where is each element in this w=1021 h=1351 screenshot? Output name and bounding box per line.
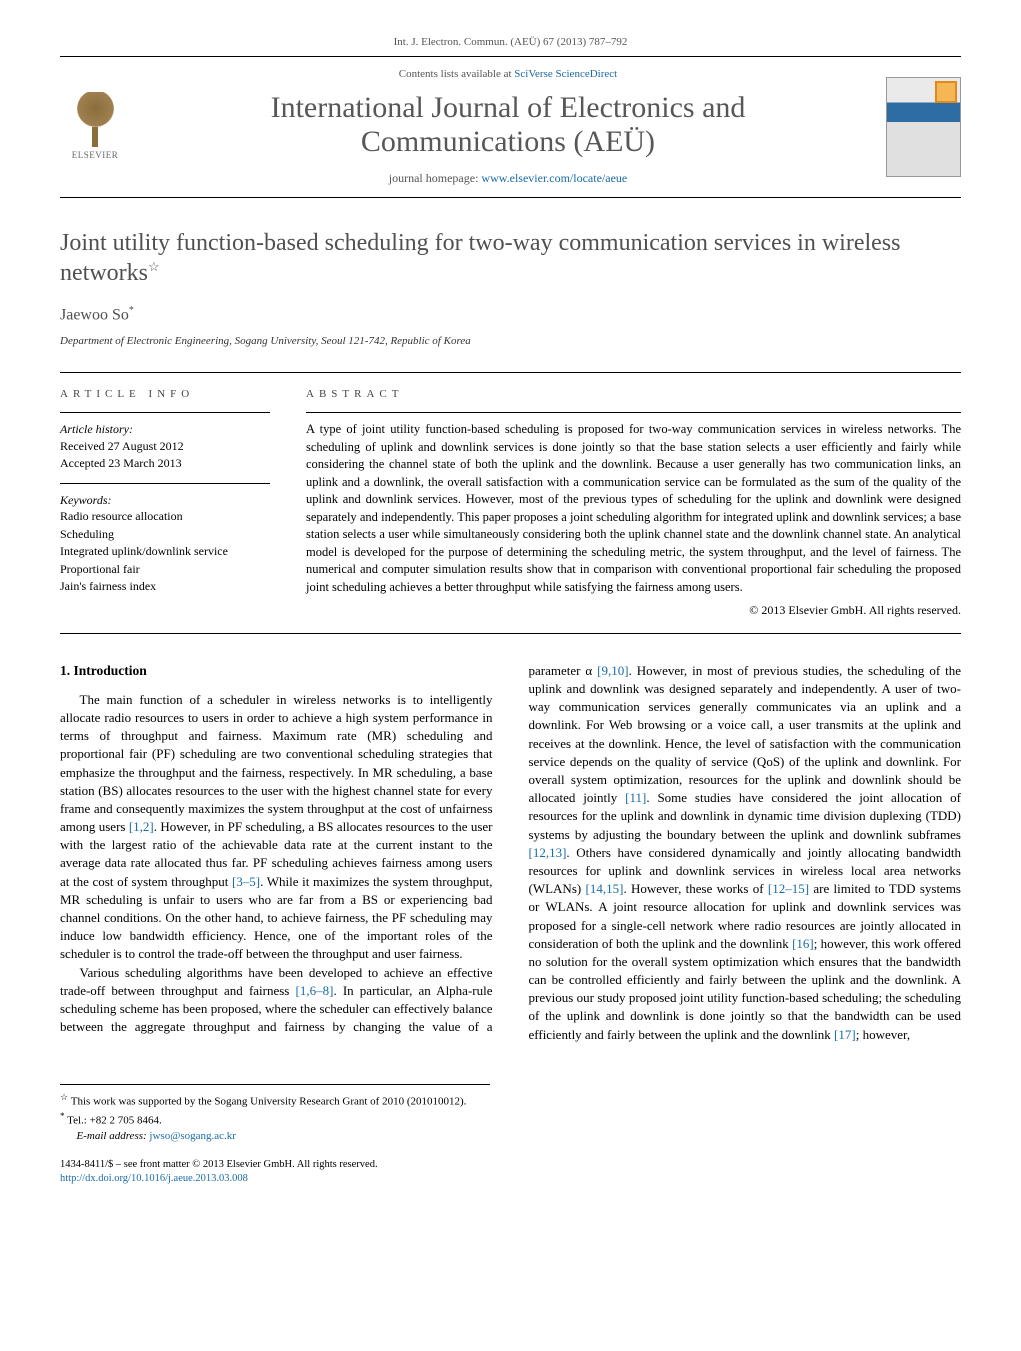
- journal-homepage: journal homepage: www.elsevier.com/locat…: [130, 170, 886, 187]
- journal-title-line2: Communications (AEÜ): [361, 125, 655, 158]
- section-heading-intro: 1. Introduction: [60, 662, 493, 681]
- body-paragraph: The main function of a scheduler in wire…: [60, 691, 493, 964]
- footnote-tel: Tel.: +82 2 705 8464.: [67, 1115, 162, 1127]
- footnote-email: E-mail address: jwso@sogang.ac.kr: [60, 1129, 490, 1144]
- article-info-label: ARTICLE INFO: [60, 387, 270, 402]
- keyword-item: Scheduling: [60, 526, 270, 543]
- section-title: Introduction: [74, 663, 147, 678]
- keyword-item: Jain's fairness index: [60, 578, 270, 595]
- journal-title-line1: International Journal of Electronics and: [271, 91, 746, 124]
- article-title-text: Joint utility function-based scheduling …: [60, 230, 900, 286]
- footnote-email-label: E-mail address:: [77, 1130, 147, 1142]
- doi-link[interactable]: http://dx.doi.org/10.1016/j.aeue.2013.03…: [60, 1173, 248, 1184]
- abstract-label: ABSTRACT: [306, 387, 961, 402]
- section-number: 1.: [60, 663, 70, 678]
- rule-bottom: [60, 633, 961, 634]
- footnote-corr-marker: *: [60, 1111, 65, 1121]
- abstract-rule: [306, 412, 961, 413]
- info-rule-1: [60, 412, 270, 413]
- contents-prefix: Contents lists available at: [399, 68, 514, 80]
- rule-top: [60, 372, 961, 373]
- journal-title: International Journal of Electronics and…: [130, 91, 886, 160]
- article-info-column: ARTICLE INFO Article history: Received 2…: [60, 387, 270, 619]
- article-title: Joint utility function-based scheduling …: [60, 228, 961, 288]
- journal-header-center: Contents lists available at SciVerse Sci…: [130, 67, 886, 186]
- elsevier-logo-text: ELSEVIER: [72, 149, 119, 162]
- footnote-funding-text: This work was supported by the Sogang Un…: [71, 1095, 467, 1107]
- history-accepted: Accepted 23 March 2013: [60, 455, 270, 472]
- journal-header: ELSEVIER Contents lists available at Sci…: [60, 56, 961, 197]
- author-affiliation: Department of Electronic Engineering, So…: [60, 334, 961, 349]
- page-footer: 1434-8411/$ – see front matter © 2013 El…: [60, 1158, 961, 1186]
- keywords-label: Keywords:: [60, 492, 270, 509]
- article-author: Jaewoo So*: [60, 304, 961, 327]
- history-received: Received 27 August 2012: [60, 438, 270, 455]
- abstract-column: ABSTRACT A type of joint utility functio…: [306, 387, 961, 619]
- article-history-label: Article history:: [60, 421, 270, 438]
- title-footnote-marker: ☆: [148, 259, 160, 274]
- footnote-email-link[interactable]: jwso@sogang.ac.kr: [149, 1130, 236, 1142]
- keyword-item: Integrated uplink/downlink service: [60, 543, 270, 560]
- issn-line: 1434-8411/$ – see front matter © 2013 El…: [60, 1158, 961, 1172]
- header-citation: Int. J. Electron. Commun. (AEÜ) 67 (2013…: [60, 35, 961, 50]
- homepage-prefix: journal homepage:: [389, 171, 482, 185]
- body-two-column: 1. Introduction The main function of a s…: [60, 662, 961, 1044]
- contents-lists-line: Contents lists available at SciVerse Sci…: [130, 67, 886, 82]
- footnote-funding: ☆ This work was supported by the Sogang …: [60, 1091, 490, 1110]
- journal-homepage-link[interactable]: www.elsevier.com/locate/aeue: [481, 171, 627, 185]
- elsevier-logo: ELSEVIER: [60, 87, 130, 167]
- footnotes: ☆ This work was supported by the Sogang …: [60, 1084, 490, 1144]
- elsevier-tree-icon: [73, 92, 118, 147]
- keyword-item: Proportional fair: [60, 561, 270, 578]
- abstract-text: A type of joint utility function-based s…: [306, 421, 961, 596]
- meta-abstract-row: ARTICLE INFO Article history: Received 2…: [60, 387, 961, 619]
- keyword-item: Radio resource allocation: [60, 508, 270, 525]
- abstract-copyright: © 2013 Elsevier GmbH. All rights reserve…: [306, 602, 961, 619]
- author-name: Jaewoo So: [60, 306, 129, 323]
- info-rule-2: [60, 483, 270, 484]
- footnote-corresponding: * Tel.: +82 2 705 8464.: [60, 1110, 490, 1129]
- journal-cover-thumbnail: [886, 77, 961, 177]
- author-corr-marker: *: [129, 305, 134, 316]
- footnote-funding-marker: ☆: [60, 1092, 68, 1102]
- sciencedirect-link[interactable]: SciVerse ScienceDirect: [514, 68, 617, 80]
